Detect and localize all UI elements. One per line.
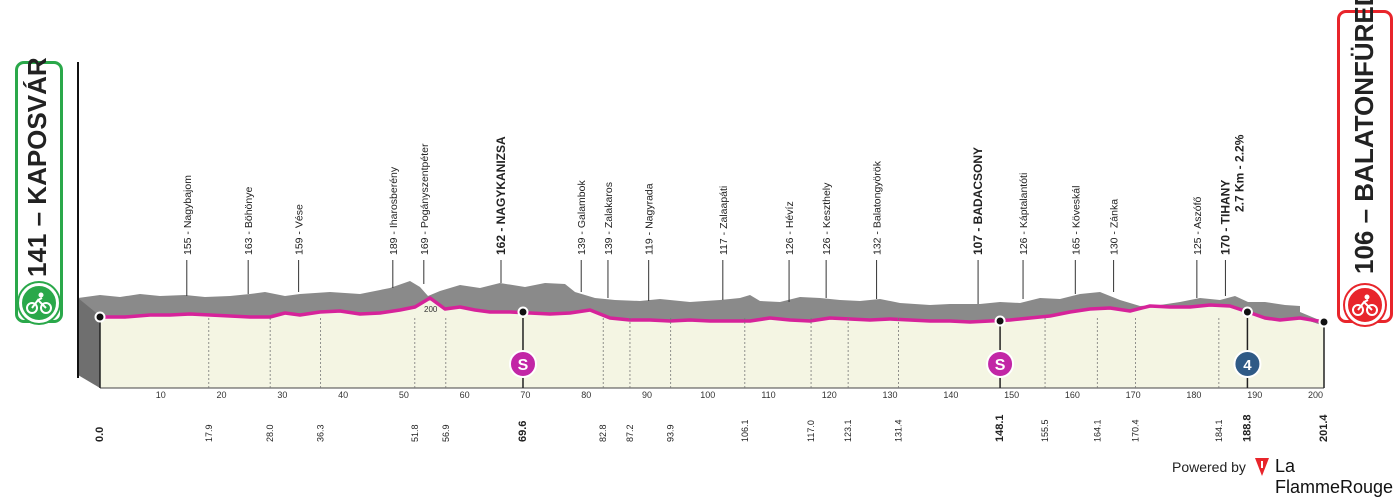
sprint-icon-label: S (518, 357, 529, 374)
axis-tick-label: 150 (1004, 390, 1019, 400)
km-mark-label: 131.4 (894, 419, 904, 442)
axis-tick-label: 20 (217, 390, 227, 400)
km-mark-label: 106.1 (740, 419, 750, 442)
km-mark-label: 170.4 (1131, 419, 1141, 442)
axis-tick-label: 130 (883, 390, 898, 400)
stage-profile: 10 20 30 40 50 60 70 80 90 100 110 120 130 140 150 160 1… (15, 0, 1393, 497)
town-label: 132 - Balatongyörök (872, 160, 884, 255)
axis-tick-label: 70 (520, 390, 530, 400)
axis-tick-label: 100 (700, 390, 715, 400)
finish-box (1337, 10, 1393, 323)
km-mark-label: 69.6 (517, 421, 529, 442)
km-mark-label: 51.8 (410, 424, 420, 442)
profile-dynamic: 10 20 30 40 50 60 70 80 90 100 110 120 130 140 150 160 1… (94, 134, 1330, 442)
profile-chart: 10 20 30 40 50 60 70 80 90 100 110 120 130 140 150 160 1… (77, 62, 1330, 442)
km-mark-label: 155.5 (1040, 419, 1050, 442)
km-mark-label: 56.9 (441, 424, 451, 442)
axis-tick-label: 190 (1247, 390, 1262, 400)
km-mark-label: 93.9 (666, 424, 676, 442)
powered-by-text: Powered by (1172, 459, 1246, 475)
km-mark-label: 164.1 (1092, 419, 1102, 442)
km-mark-label: 201.4 (1318, 414, 1330, 442)
town-label: 169 - Pogányszentpéter (419, 143, 431, 255)
sprint-icon (986, 350, 1015, 378)
axis-tick-label: 30 (277, 390, 287, 400)
town-label: 139 - Galambok (576, 180, 588, 255)
town-label: 126 - Keszthely (821, 182, 833, 255)
axis-tick-label: 90 (642, 390, 652, 400)
finish-cyclist-icon (1345, 285, 1385, 325)
axis-tick-label: 40 (338, 390, 348, 400)
route-dot (1318, 316, 1330, 328)
axis-tick-label: 110 (761, 390, 775, 400)
km-mark-label: 123.1 (843, 419, 853, 442)
town-label: 162 - NAGYKANIZSA (494, 136, 508, 255)
sprint-icon-label: S (995, 357, 1006, 374)
axis-tick-label: 60 (460, 390, 470, 400)
kom-icon (1233, 350, 1262, 378)
axis-tick-label: 10 (156, 390, 166, 400)
town-label: 117 - Zalaapáti (718, 186, 730, 255)
km-mark-label: 184.1 (1214, 419, 1224, 442)
altitude-tag: 200 (424, 305, 438, 314)
town-label: 139 - Zalakaros (603, 182, 615, 255)
axis-tick-label: 160 (1065, 390, 1080, 400)
start-label: 141 – KAPOSVÁR (22, 57, 52, 277)
brand-name: La FlammeRouge (1275, 456, 1394, 497)
km-mark-label: 36.3 (316, 424, 326, 442)
route-dot (517, 306, 529, 318)
profile-band-top (78, 281, 1324, 326)
axis-tick-label: 170 (1126, 390, 1141, 400)
climb-info: 2.7 Km - 2.2% (1232, 134, 1246, 212)
km-mark-label: 188.8 (1241, 414, 1253, 442)
town-label: 130 - Zánka (1109, 199, 1121, 255)
axis-tick-label: 180 (1186, 390, 1201, 400)
km-mark-label: 28.0 (265, 424, 275, 442)
axis-tick-label: 80 (581, 390, 591, 400)
profile-left-side (78, 298, 100, 388)
route-dot (994, 315, 1006, 327)
cyclist-icon (19, 283, 59, 323)
route-line (100, 296, 1325, 324)
town-label: 170 - TIHANY (1218, 180, 1232, 255)
town-label: 159 - Vése (294, 204, 306, 255)
sprint-icon (508, 350, 537, 378)
axis-tick-label: 140 (943, 390, 958, 400)
flamme-rouge-logo (1255, 458, 1269, 476)
town-label: 107 - BADACSONY (971, 147, 985, 255)
town-label: 165 - Köveskál (1070, 186, 1082, 255)
start-box (15, 61, 63, 323)
town-label: 155 - Nagybajom (182, 175, 194, 255)
axis-tick-label: 200 (1308, 390, 1323, 400)
route-dot (94, 311, 106, 323)
axis-tick-label: 50 (399, 390, 409, 400)
km-mark-label: 17.9 (204, 424, 214, 442)
axis-tick-label: 120 (822, 390, 837, 400)
kom-icon-label: 4 (1243, 357, 1252, 374)
route-dot (1241, 306, 1253, 318)
town-label: 189 - Iharosberény (388, 166, 400, 255)
town-label: 163 - Böhönye (243, 187, 255, 255)
km-mark-label: 87.2 (625, 424, 635, 442)
km-mark-label: 148.1 (994, 414, 1006, 442)
finish-label: 106 – BALATONFÜRED (1349, 0, 1379, 274)
km-mark-label: 0.0 (94, 427, 106, 442)
town-label: 119 - Nagyrada (644, 183, 656, 255)
km-mark-label: 117.0 (806, 420, 816, 442)
km-mark-label: 82.8 (598, 424, 608, 442)
town-label: 125 - Aszófő (1192, 196, 1204, 255)
town-label: 126 - Káptalantóti (1018, 173, 1030, 255)
town-label: 126 - Hévíz (784, 201, 796, 255)
